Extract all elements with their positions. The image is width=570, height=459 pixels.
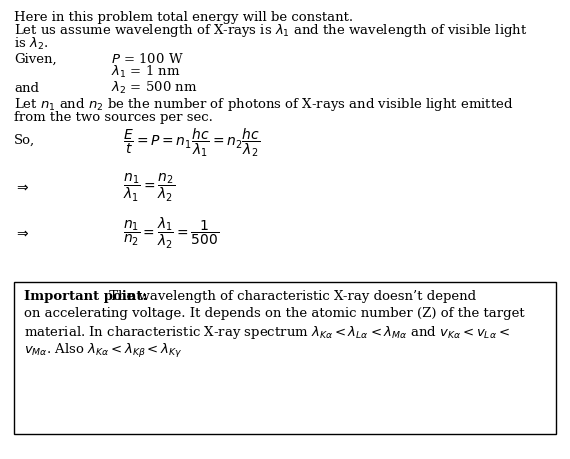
Text: $P$ = 100 W: $P$ = 100 W	[111, 52, 184, 66]
Text: $\Rightarrow$: $\Rightarrow$	[14, 179, 30, 193]
Text: $\lambda_2$ = 500 nm: $\lambda_2$ = 500 nm	[111, 80, 198, 96]
Text: $\Rightarrow$: $\Rightarrow$	[14, 225, 30, 239]
Text: $v_{M\alpha}$. Also $\lambda_{K\alpha} < \lambda_{K\beta} < \lambda_{K\gamma}$: $v_{M\alpha}$. Also $\lambda_{K\alpha} <…	[24, 341, 182, 359]
Text: $\dfrac{n_1}{n_2} = \dfrac{\lambda_1}{\lambda_2} = \dfrac{1}{500}$: $\dfrac{n_1}{n_2} = \dfrac{\lambda_1}{\l…	[123, 216, 219, 251]
Text: material. In characteristic X-ray spectrum $\lambda_{K\alpha} < \lambda_{L\alpha: material. In characteristic X-ray spectr…	[24, 323, 510, 340]
Text: $\dfrac{E}{t} = P = n_1\dfrac{hc}{\lambda_1} = n_2\dfrac{hc}{\lambda_2}$: $\dfrac{E}{t} = P = n_1\dfrac{hc}{\lambd…	[123, 126, 260, 159]
Text: Given,: Given,	[14, 52, 57, 65]
Text: and: and	[14, 82, 39, 95]
Bar	[14, 282, 556, 434]
Text: Important point:: Important point:	[24, 290, 147, 302]
Text: $\dfrac{n_1}{\lambda_1} = \dfrac{n_2}{\lambda_2}$: $\dfrac{n_1}{\lambda_1} = \dfrac{n_2}{\l…	[123, 171, 174, 203]
Text: Let us assume wavelength of X-rays is $\lambda_1$ and the wavelength of visible : Let us assume wavelength of X-rays is $\…	[14, 22, 528, 39]
Text: Let $n_1$ and $n_2$ be the number of photons of X-rays and visible light emitted: Let $n_1$ and $n_2$ be the number of pho…	[14, 96, 514, 112]
Text: on accelerating voltage. It depends on the atomic number (Z) of the target: on accelerating voltage. It depends on t…	[24, 307, 524, 319]
Text: is $\lambda_2$.: is $\lambda_2$.	[14, 36, 48, 52]
Text: $\lambda_1$ = 1 nm: $\lambda_1$ = 1 nm	[111, 64, 181, 80]
Text: Here in this problem total energy will be constant.: Here in this problem total energy will b…	[14, 11, 353, 24]
Text: So,: So,	[14, 134, 35, 147]
Text: The wavelength of characteristic X-ray doesn’t depend: The wavelength of characteristic X-ray d…	[105, 290, 477, 302]
Text: from the two sources per sec.: from the two sources per sec.	[14, 111, 213, 124]
